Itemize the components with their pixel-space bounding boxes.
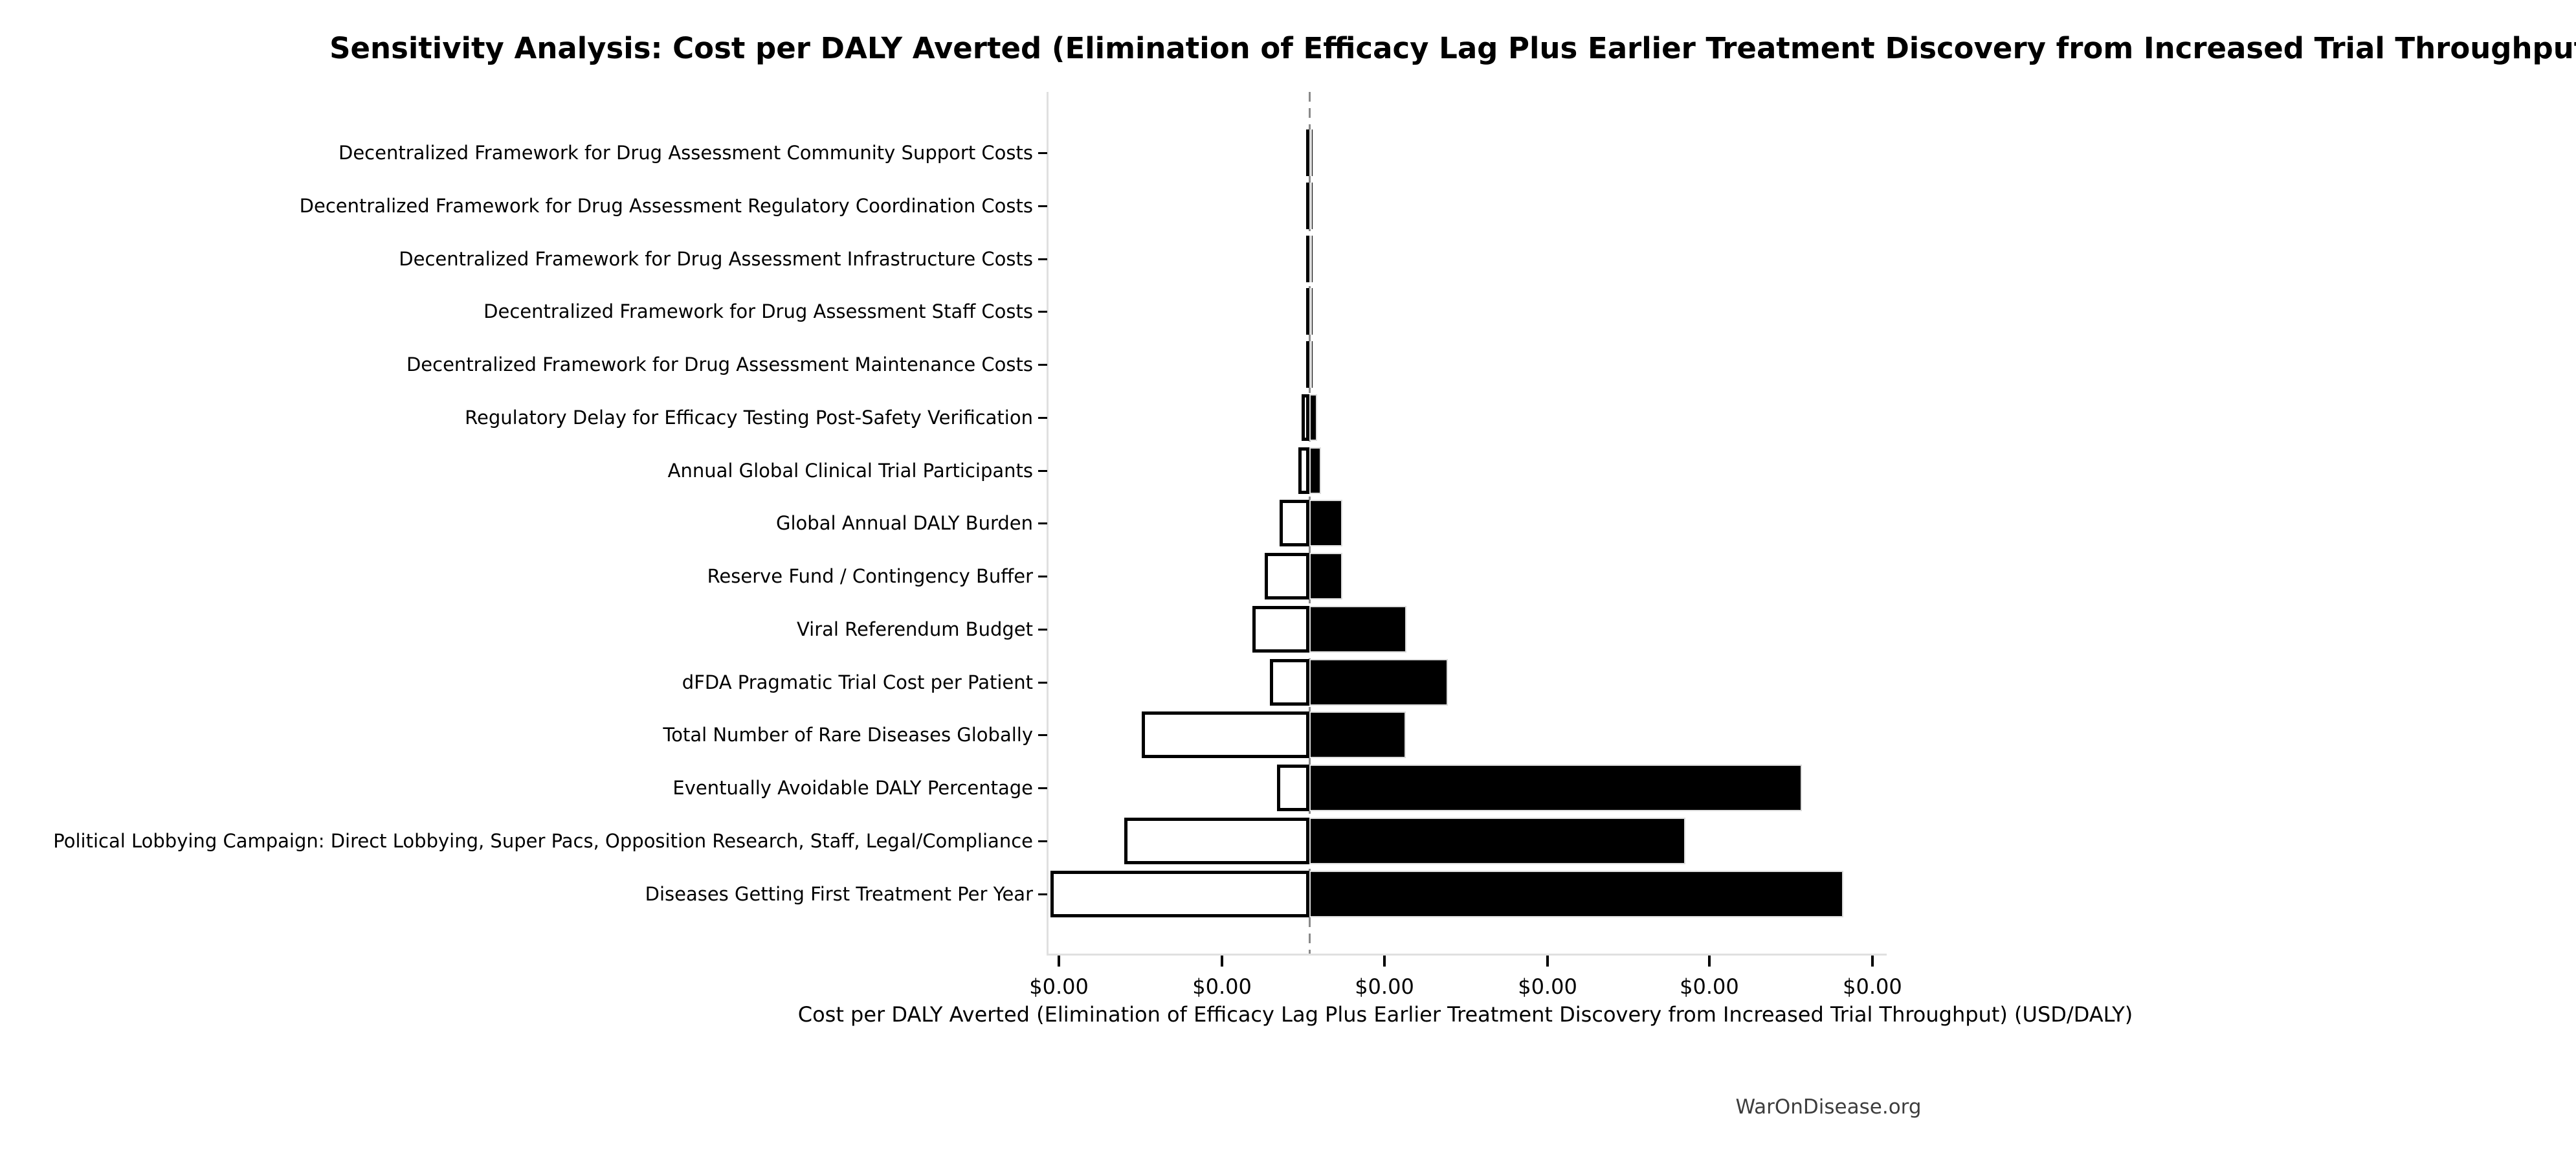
bar-high [1309, 870, 1843, 917]
footer-brand: WarOnDisease.org [1735, 1095, 1922, 1119]
bar-high [1309, 711, 1406, 759]
y-tick [1038, 628, 1047, 631]
y-tick [1038, 893, 1047, 895]
category-label: Decentralized Framework for Drug Assessm… [406, 353, 1033, 375]
category-label: Viral Referendum Budget [796, 618, 1033, 640]
bar-high [1309, 553, 1343, 599]
bar-low [1298, 447, 1309, 494]
x-tick [1383, 956, 1386, 967]
bar-high [1309, 288, 1312, 335]
x-tick [1707, 956, 1711, 967]
y-tick [1038, 205, 1047, 207]
x-tick-label: $0.00 [1355, 974, 1414, 999]
y-tick [1038, 311, 1047, 313]
category-label: dFDA Pragmatic Trial Cost per Patient [682, 671, 1033, 693]
x-tick [1221, 956, 1224, 967]
bar-high [1309, 182, 1312, 229]
bar-low [1050, 870, 1309, 917]
x-tick-label: $0.00 [1029, 974, 1089, 999]
bar-high [1309, 341, 1312, 388]
y-tick [1038, 258, 1047, 260]
y-tick [1038, 840, 1047, 842]
category-label: Decentralized Framework for Drug Assessm… [483, 300, 1033, 323]
bar-high [1309, 500, 1343, 547]
category-label: Total Number of Rare Diseases Globally [663, 724, 1033, 746]
bar-low [1264, 553, 1309, 599]
bar-low [1277, 765, 1309, 811]
y-tick [1038, 522, 1047, 525]
category-label: Reserve Fund / Contingency Buffer [707, 565, 1033, 587]
y-tick [1038, 576, 1047, 577]
category-label: Global Annual DALY Burden [776, 512, 1033, 535]
category-label: Decentralized Framework for Drug Assessm… [339, 142, 1033, 164]
x-tick-label: $0.00 [1192, 974, 1252, 999]
bar-high [1309, 235, 1312, 282]
bar-high [1309, 817, 1686, 864]
chart-title: Sensitivity Analysis: Cost per DALY Aver… [329, 31, 2576, 65]
category-label: Decentralized Framework for Drug Assessm… [399, 247, 1033, 270]
bar-high [1309, 394, 1318, 441]
category-label: Annual Global Clinical Trial Participant… [667, 459, 1033, 482]
bar-low [1301, 394, 1309, 441]
bar-high [1309, 765, 1802, 811]
y-tick [1038, 416, 1047, 419]
bar-low [1252, 605, 1309, 653]
bar-low [1280, 500, 1309, 547]
x-tick [1058, 956, 1061, 967]
category-label: Decentralized Framework for Drug Assessm… [299, 194, 1033, 217]
x-tick-label: $0.00 [1680, 974, 1739, 999]
bar-high [1309, 129, 1312, 176]
bar-high [1309, 658, 1448, 706]
bar-low [1124, 817, 1309, 864]
x-tick [1871, 956, 1874, 967]
plot-area [1047, 92, 1887, 956]
y-tick [1038, 681, 1047, 684]
y-tick [1038, 734, 1047, 737]
category-label: Regulatory Delay for Efficacy Testing Po… [465, 406, 1033, 429]
y-tick [1038, 152, 1047, 154]
category-label: Diseases Getting First Treatment Per Yea… [645, 882, 1033, 905]
bar-high [1309, 447, 1321, 494]
x-tick-label: $0.00 [1518, 974, 1577, 999]
bar-high [1309, 605, 1406, 653]
category-label: Political Lobbying Campaign: Direct Lobb… [53, 829, 1033, 852]
x-tick-label: $0.00 [1843, 974, 1902, 999]
bar-low [1270, 658, 1309, 706]
category-label: Eventually Avoidable DALY Percentage [672, 777, 1033, 799]
y-tick [1038, 364, 1047, 366]
y-tick [1038, 469, 1047, 472]
y-tick [1038, 787, 1047, 789]
x-tick [1546, 956, 1549, 967]
x-axis-title: Cost per DALY Averted (Elimination of Ef… [797, 1002, 2133, 1027]
bar-low [1142, 711, 1309, 759]
